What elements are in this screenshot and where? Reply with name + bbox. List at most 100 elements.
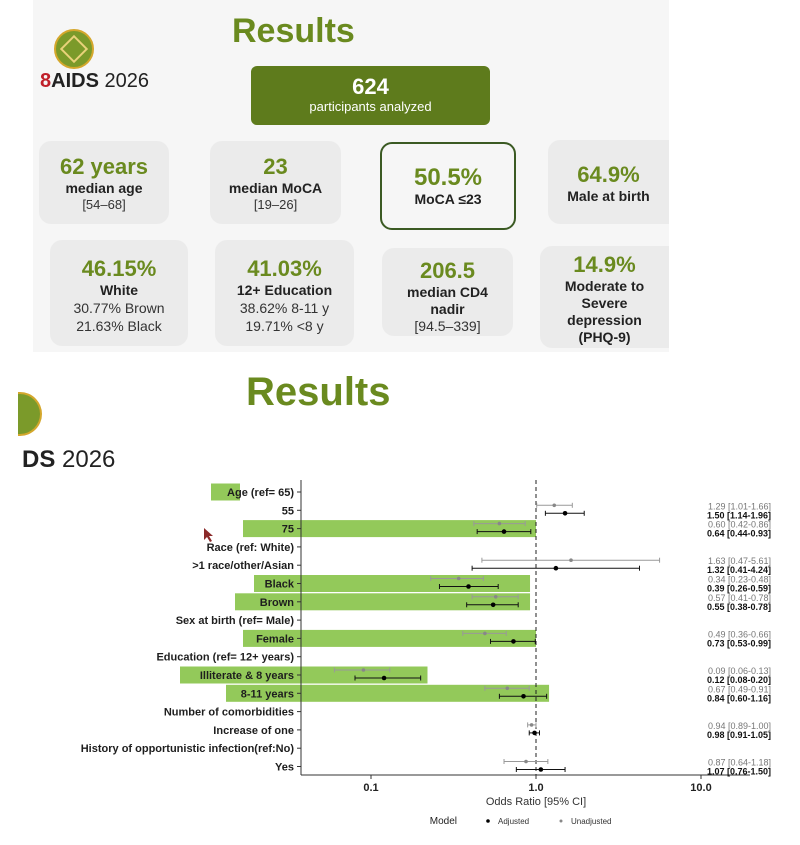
conference-brand: 8AIDS 2026 [40, 70, 149, 93]
brand-year: 2026 [62, 446, 116, 473]
row-label: 8-11 years [241, 688, 294, 700]
highlight-bar [235, 593, 531, 611]
stat-label: median MoCA [228, 180, 323, 196]
adjusted-point [553, 565, 559, 571]
row-label: Number of comorbidities [164, 707, 294, 719]
conference-seal-icon [18, 392, 42, 436]
legend-unadjusted-label: Unadjusted [571, 817, 611, 826]
highlight-bar [211, 483, 240, 501]
stat-card-cd4-nadir: 206.5 median CD4 nadir [94.5–339] [382, 248, 513, 336]
x-axis-title: Odds Ratio [95% CI] [486, 796, 586, 808]
row-label: Black [265, 579, 295, 591]
unadjusted-label: 0.94 [0.89-1.00] [708, 721, 771, 731]
adjusted-label: 0.98 [0.91-1.05] [707, 730, 771, 740]
adjusted-label: 1.50 [1.14-1.96] [707, 510, 771, 520]
conference-brand-2: DS 2026 [22, 446, 115, 474]
slide-title: Results [232, 12, 355, 50]
highlight-bar [243, 520, 536, 538]
stat-value: 46.15% [81, 256, 157, 281]
stat-value: 64.9% [577, 162, 640, 187]
unadjusted-point [505, 686, 510, 691]
row-label: Illiterate & 8 years [200, 670, 294, 682]
stat-label: median CD4 [407, 284, 488, 300]
stat-value: 23 [263, 154, 288, 179]
adjusted-label: 1.32 [0.41-4.24] [707, 565, 771, 575]
red-ribbon-icon: 8 [40, 70, 52, 92]
stat-value: 62 years [59, 154, 149, 179]
x-tick-label: 10.0 [690, 782, 711, 794]
adjusted-point [532, 730, 537, 736]
row-label: Education (ref= 12+ years) [156, 652, 294, 664]
adjusted-point [466, 584, 471, 589]
unadjusted-point [493, 595, 498, 599]
legend-adjusted-label: Adjusted [498, 817, 529, 826]
unadjusted-point [569, 558, 573, 562]
unadjusted-point [456, 576, 461, 581]
row-label: Increase of one [213, 725, 294, 737]
stat-range: [54–68] [82, 197, 126, 212]
unadjusted-point [497, 521, 502, 526]
x-tick-label: 1.0 [528, 782, 543, 794]
unadjusted-point [483, 631, 487, 636]
adjusted-point [511, 639, 516, 644]
adjusted-label: 0.55 [0.38-0.78] [707, 602, 771, 612]
row-label: >1 race/other/Asian [192, 560, 294, 572]
adjusted-point [501, 529, 507, 534]
stat-label: Moderate to [564, 278, 645, 294]
unadjusted-label: 1.29 [1.01-1.66] [708, 501, 771, 511]
participants-banner: 624 participants analyzed [251, 66, 490, 125]
stat-card-depression: 14.9% Moderate to Severe depression (PHQ… [540, 246, 669, 348]
row-label: 75 [282, 524, 294, 536]
adjusted-label: 1.07 [0.76-1.50] [707, 767, 771, 777]
adjusted-point [521, 694, 526, 699]
unadjusted-label: 0.60 [0.42-0.86] [708, 520, 771, 530]
stat-detail: 19.71% <8 y [245, 318, 324, 334]
adjusted-point [562, 511, 568, 516]
stat-card-white: 46.15% White 30.77% Brown 21.63% Black [50, 240, 188, 346]
unadjusted-point [524, 759, 528, 764]
row-label: Yes [275, 762, 294, 774]
unadjusted-label: 1.63 [0.47-5.61] [708, 556, 771, 566]
stat-card-median-moca: 23 median MoCA [19–26] [210, 141, 341, 224]
row-label: Sex at birth (ref= Male) [176, 615, 295, 627]
adjusted-point [538, 767, 544, 772]
stat-card-male-at-birth: 64.9% Male at birth [548, 140, 669, 224]
stat-label: median age [65, 180, 143, 196]
highlight-bar [226, 684, 550, 702]
unadjusted-point [552, 503, 557, 508]
row-label: History of opportunistic infection(ref:N… [81, 743, 295, 755]
stat-label: White [99, 282, 139, 298]
unadjusted-label: 0.67 [0.49-0.91] [708, 684, 771, 694]
mouse-cursor-icon [204, 528, 213, 542]
stat-label: 12+ Education [236, 282, 333, 298]
unadjusted-point [361, 668, 366, 672]
stat-value: 14.9% [573, 252, 636, 277]
adjusted-point [381, 675, 387, 681]
row-label: 55 [282, 505, 294, 517]
brand-year: 2026 [104, 70, 149, 92]
highlight-bar [180, 666, 428, 684]
legend-adjusted-marker [486, 819, 490, 823]
stat-detail: 21.63% Black [76, 318, 162, 334]
unadjusted-label: 0.34 [0.23-0.48] [708, 575, 771, 585]
stat-card-median-age: 62 years median age [54–68] [39, 141, 169, 224]
participants-count: 624 [352, 74, 389, 99]
x-tick-label: 0.1 [363, 782, 378, 794]
stat-label: Severe [581, 295, 628, 311]
stat-detail: 38.62% 8-11 y [239, 300, 330, 316]
unadjusted-label: 0.09 [0.06-0.13] [708, 666, 771, 676]
legend-unadjusted-marker [559, 819, 563, 823]
adjusted-label: 0.64 [0.44-0.93] [707, 529, 771, 539]
forest-plot: 0.1 1.0 10.0 Odds Ratio [95% CI] Age (ref= 6… [81, 480, 771, 827]
stat-label: (PHQ-9) [578, 329, 631, 345]
stat-range: [94.5–339] [414, 318, 481, 334]
stat-value: 41.03% [247, 256, 322, 281]
row-label: Brown [260, 597, 295, 609]
brand-name: DS [22, 446, 56, 473]
stat-card-moca-le-23: 50.5% MoCA ≤23 [380, 142, 516, 230]
unadjusted-point [529, 723, 534, 727]
unadjusted-label: 0.87 [0.64-1.18] [708, 758, 771, 768]
stat-card-education: 41.03% 12+ Education 38.62% 8-11 y 19.71… [215, 240, 354, 346]
stat-detail: 30.77% Brown [73, 300, 165, 316]
stat-value: 206.5 [419, 258, 476, 283]
